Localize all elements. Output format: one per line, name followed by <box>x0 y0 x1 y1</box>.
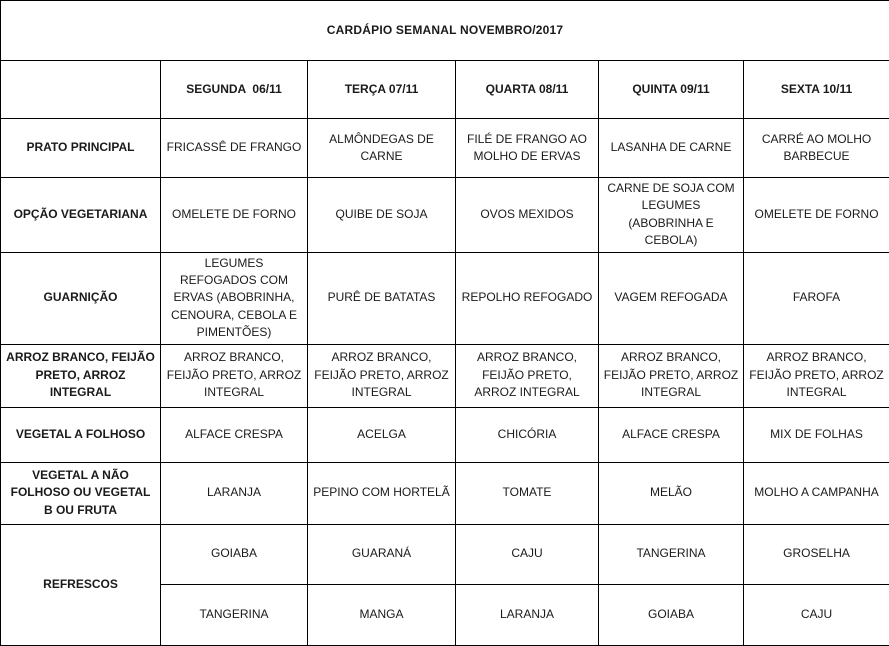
menu-page: CARDÁPIO SEMANAL NOVEMBRO/2017 SEGUNDA 0… <box>0 0 889 601</box>
menu-cell: PURÊ DE BATATAS <box>308 252 456 344</box>
menu-cell: ALFACE CRESPA <box>599 407 744 462</box>
col-header-segunda: SEGUNDA 06/11 <box>161 61 308 119</box>
menu-cell: TOMATE <box>456 462 599 524</box>
menu-cell: GOIABA <box>161 524 308 584</box>
menu-cell: OMELETE DE FORNO <box>744 178 889 253</box>
menu-cell: GUARANÁ <box>308 524 456 584</box>
menu-cell: ALFACE CRESPA <box>161 407 308 462</box>
row-label-opcao-vegetariana: OPÇÃO VEGETARIANA <box>1 178 161 253</box>
menu-cell: GOIABA <box>599 584 744 645</box>
menu-cell: MOLHO A CAMPANHA <box>744 462 889 524</box>
menu-cell: QUIBE DE SOJA <box>308 178 456 253</box>
menu-cell: PEPINO COM HORTELÃ <box>308 462 456 524</box>
row-label-vegetal-folhoso: VEGETAL A FOLHOSO <box>1 407 161 462</box>
menu-cell: ARROZ BRANCO, FEIJÃO PRETO, ARROZ INTEGR… <box>161 344 308 407</box>
table-row: REFRESCOS GOIABA GUARANÁ CAJU TANGERINA … <box>1 524 889 584</box>
col-header-terca: TERÇA 07/11 <box>308 61 456 119</box>
table-row: VEGETAL A FOLHOSO ALFACE CRESPA ACELGA C… <box>1 407 889 462</box>
menu-cell: FRICASSÊ DE FRANGO <box>161 119 308 178</box>
table-row: PRATO PRINCIPAL FRICASSÊ DE FRANGO ALMÔN… <box>1 119 889 178</box>
menu-cell: OVOS MEXIDOS <box>456 178 599 253</box>
menu-cell: CAJU <box>456 524 599 584</box>
col-header-sexta: SEXTA 10/11 <box>744 61 889 119</box>
menu-cell: ALMÔNDEGAS DE CARNE <box>308 119 456 178</box>
menu-cell: MANGA <box>308 584 456 645</box>
menu-cell: CARNE DE SOJA COM LEGUMES (ABOBRINHA E C… <box>599 178 744 253</box>
table-row: VEGETAL A NÃO FOLHOSO OU VEGETAL B OU FR… <box>1 462 889 524</box>
menu-cell: CHICÓRIA <box>456 407 599 462</box>
menu-cell: ARROZ BRANCO, FEIJÃO PRETO, ARROZ INTEGR… <box>308 344 456 407</box>
table-row: GUARNIÇÃO LEGUMES REFOGADOS COM ERVAS (A… <box>1 252 889 344</box>
row-label-arroz-feijao: ARROZ BRANCO, FEIJÃO PRETO, ARROZ INTEGR… <box>1 344 161 407</box>
menu-cell: GROSELHA <box>744 524 889 584</box>
menu-cell: MELÃO <box>599 462 744 524</box>
row-label-refrescos: REFRESCOS <box>1 524 161 645</box>
menu-cell: CAJU <box>744 584 889 645</box>
menu-cell: ARROZ BRANCO, FEIJÃO PRETO, ARROZ INTEGR… <box>599 344 744 407</box>
menu-cell: LEGUMES REFOGADOS COM ERVAS (ABOBRINHA, … <box>161 252 308 344</box>
menu-cell: LASANHA DE CARNE <box>599 119 744 178</box>
menu-cell: LARANJA <box>161 462 308 524</box>
menu-cell: MIX DE FOLHAS <box>744 407 889 462</box>
menu-cell: REPOLHO REFOGADO <box>456 252 599 344</box>
menu-cell: VAGEM REFOGADA <box>599 252 744 344</box>
col-header-quinta: QUINTA 09/11 <box>599 61 744 119</box>
menu-cell: TANGERINA <box>599 524 744 584</box>
row-label-vegetal-nao-folhoso: VEGETAL A NÃO FOLHOSO OU VEGETAL B OU FR… <box>1 462 161 524</box>
corner-empty-cell <box>1 61 161 119</box>
menu-cell: LARANJA <box>456 584 599 645</box>
table-row: ARROZ BRANCO, FEIJÃO PRETO, ARROZ INTEGR… <box>1 344 889 407</box>
page-title: CARDÁPIO SEMANAL NOVEMBRO/2017 <box>1 1 889 61</box>
table-row: OPÇÃO VEGETARIANA OMELETE DE FORNO QUIBE… <box>1 178 889 253</box>
row-label-guarnicao: GUARNIÇÃO <box>1 252 161 344</box>
menu-cell: CARRÉ AO MOLHO BARBECUE <box>744 119 889 178</box>
header-row: SEGUNDA 06/11 TERÇA 07/11 QUARTA 08/11 Q… <box>1 61 889 119</box>
menu-cell: OMELETE DE FORNO <box>161 178 308 253</box>
menu-cell: ARROZ BRANCO, FEIJÃO PRETO, ARROZ INTEGR… <box>744 344 889 407</box>
menu-cell: TANGERINA <box>161 584 308 645</box>
menu-cell: FILÉ DE FRANGO AO MOLHO DE ERVAS <box>456 119 599 178</box>
col-header-quarta: QUARTA 08/11 <box>456 61 599 119</box>
menu-cell: ARROZ BRANCO, FEIJÃO PRETO, ARROZ INTEGR… <box>456 344 599 407</box>
menu-cell: FAROFA <box>744 252 889 344</box>
row-label-prato-principal: PRATO PRINCIPAL <box>1 119 161 178</box>
menu-cell: ACELGA <box>308 407 456 462</box>
